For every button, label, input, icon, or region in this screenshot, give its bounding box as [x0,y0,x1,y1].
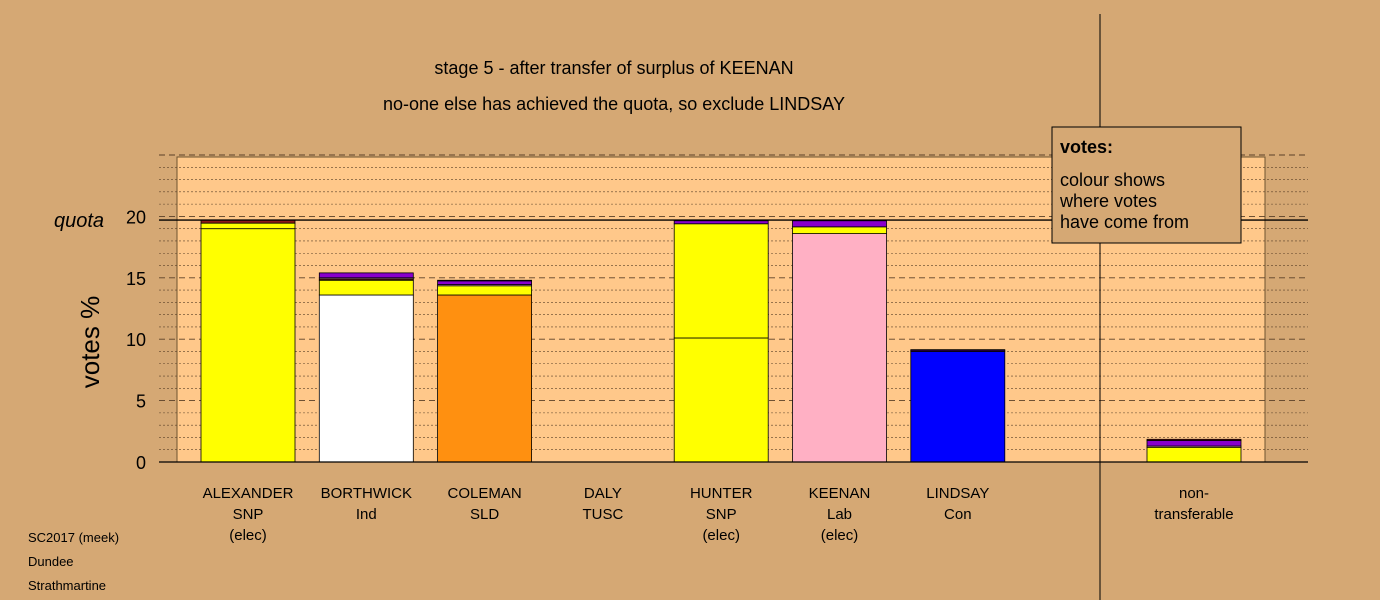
y-tick-label: 20 [126,207,146,227]
legend-box [1051,126,1242,244]
footer-line-2: Dundee [28,554,74,569]
bar-segment [1146,446,1242,463]
bar-segment [437,294,533,463]
bar-segment [673,220,769,225]
bar-segment [792,220,887,228]
bar-segment [910,351,1006,463]
bar-segment [1146,440,1242,447]
candidate-label: LINDSAY [926,485,989,502]
candidate-label: SNP [233,506,264,523]
bar-segment [1146,438,1242,441]
y-tick-label: 15 [126,269,146,289]
candidate-label: Con [944,506,972,523]
legend: votes: colour shows where votes have com… [1051,126,1242,244]
quota-label: quota [54,210,104,232]
candidate-label: KEENAN [809,485,871,502]
candidate-label: COLEMAN [448,485,522,502]
candidate-label: ALEXANDER [203,485,294,502]
bar-segment [910,349,1006,351]
candidate-label: BORTHWICK [321,485,412,502]
bar-segment [673,337,769,463]
bar-segment [318,294,414,463]
candidate-label: Ind [356,506,377,523]
bar-segment [792,233,887,463]
candidate-label: transferable [1154,506,1233,523]
bar-segment [318,279,414,296]
candidate-label: TUSC [582,506,623,523]
bars [200,219,1242,463]
y-axis-label: votes % [75,296,105,389]
candidate-label: non- [1179,485,1209,502]
y-tick-label: 5 [136,392,146,412]
candidate-label: DALY [584,485,622,502]
candidate-label: (elec) [229,527,267,544]
candidate-label: (elec) [821,527,859,544]
legend-line-3: have come from [1060,212,1189,232]
y-tick-label: 10 [126,330,146,350]
bar-segment [792,226,887,234]
candidate-label: (elec) [702,527,740,544]
y-axis-ticks: 0 5 10 15 20 [126,207,146,473]
candidate-label: SLD [470,506,499,523]
bar-segment [437,285,533,296]
bar-segment [437,280,533,285]
chart-title: stage 5 - after transfer of surplus of K… [434,58,793,78]
y-tick-label: 0 [136,453,146,473]
candidate-label: SNP [706,506,737,523]
bar-segment [437,279,533,282]
footer-line-3: Strathmartine [28,578,106,593]
legend-line-2: where votes [1059,191,1157,211]
bar-segment [200,228,296,463]
candidate-label: HUNTER [690,485,753,502]
chart-subtitle: no-one else has achieved the quota, so e… [383,94,845,114]
bar-segment [673,223,769,339]
legend-line-1: colour shows [1060,170,1165,190]
footer-line-1: SC2017 (meek) [28,530,119,545]
bar-segment [200,222,296,230]
legend-title: votes: [1060,137,1113,157]
candidate-label: Lab [827,506,852,523]
candidate-labels: ALEXANDER SNP (elec) BORTHWICK Ind COLEMAN SLD… [203,485,1234,544]
bar-segment [318,272,414,279]
